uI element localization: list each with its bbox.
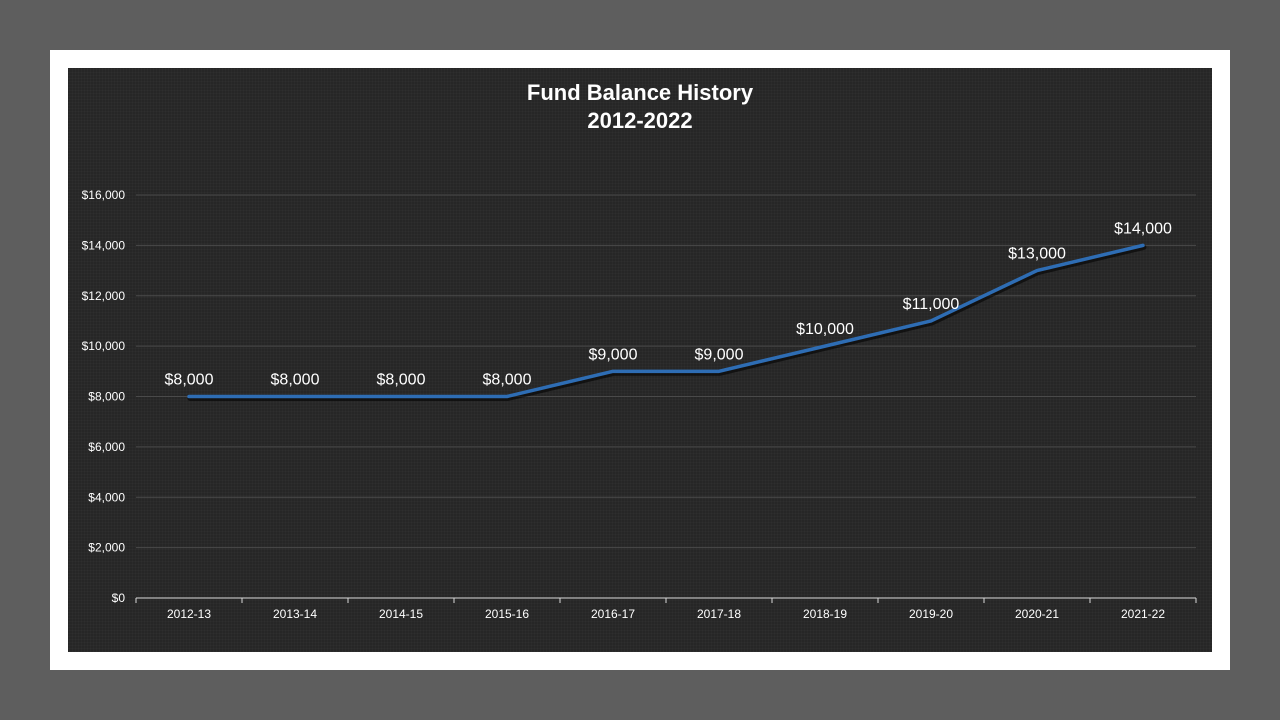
- x-tick-label: 2017-18: [697, 607, 741, 621]
- y-tick-label: $10,000: [82, 339, 126, 353]
- data-label: $8,000: [377, 372, 426, 389]
- y-tick-label: $16,000: [82, 188, 126, 202]
- data-label: $8,000: [483, 372, 532, 389]
- chart-title: Fund Balance History: [526, 80, 754, 105]
- x-tick-label: 2020-21: [1015, 607, 1059, 621]
- y-tick-label: $0: [112, 591, 126, 605]
- series-line-shadow: [187, 244, 1147, 401]
- data-label: $8,000: [165, 372, 214, 389]
- y-axis-ticks: $0 $2,000 $4,000 $6,000 $8,000 $10,000 $12,000…: [82, 188, 126, 605]
- data-label: $9,000: [695, 346, 744, 363]
- x-tick-label: 2021-22: [1121, 607, 1165, 621]
- data-label: $9,000: [589, 346, 638, 363]
- axes: [135, 597, 1197, 603]
- x-tick-label: 2013-14: [273, 607, 317, 621]
- chart-subtitle: 2012-2022: [587, 108, 693, 133]
- data-label: $8,000: [271, 372, 320, 389]
- y-tick-label: $2,000: [88, 541, 125, 555]
- x-tick-label: 2018-19: [803, 607, 847, 621]
- y-tick-label: $8,000: [88, 390, 125, 404]
- x-tick-label: 2014-15: [379, 607, 423, 621]
- x-axis-ticks: 2012-13 2013-14 2014-15 2015-16 2016-17 2017-…: [167, 607, 1165, 621]
- data-label: $11,000: [903, 296, 960, 313]
- data-labels: $8,000 $8,000 $8,000 $8,000 $9,000 $9,000 $10,…: [165, 220, 1172, 388]
- chart-area: [68, 68, 1212, 652]
- series-group: [187, 243, 1147, 401]
- data-label: $10,000: [796, 321, 854, 338]
- y-tick-label: $4,000: [88, 490, 125, 504]
- data-label: $14,000: [1114, 220, 1172, 237]
- x-tick-label: 2012-13: [167, 607, 211, 621]
- y-tick-label: $14,000: [82, 238, 126, 252]
- x-tick-label: 2019-20: [909, 607, 953, 621]
- x-tick-label: 2016-17: [591, 607, 635, 621]
- y-tick-label: $12,000: [82, 289, 126, 303]
- series-line: [187, 243, 1145, 399]
- chart-title-block: Fund Balance History 2012-2022: [68, 79, 1212, 135]
- x-tick-label: 2015-16: [485, 607, 529, 621]
- data-label: $13,000: [1008, 246, 1066, 263]
- y-tick-label: $6,000: [88, 440, 125, 454]
